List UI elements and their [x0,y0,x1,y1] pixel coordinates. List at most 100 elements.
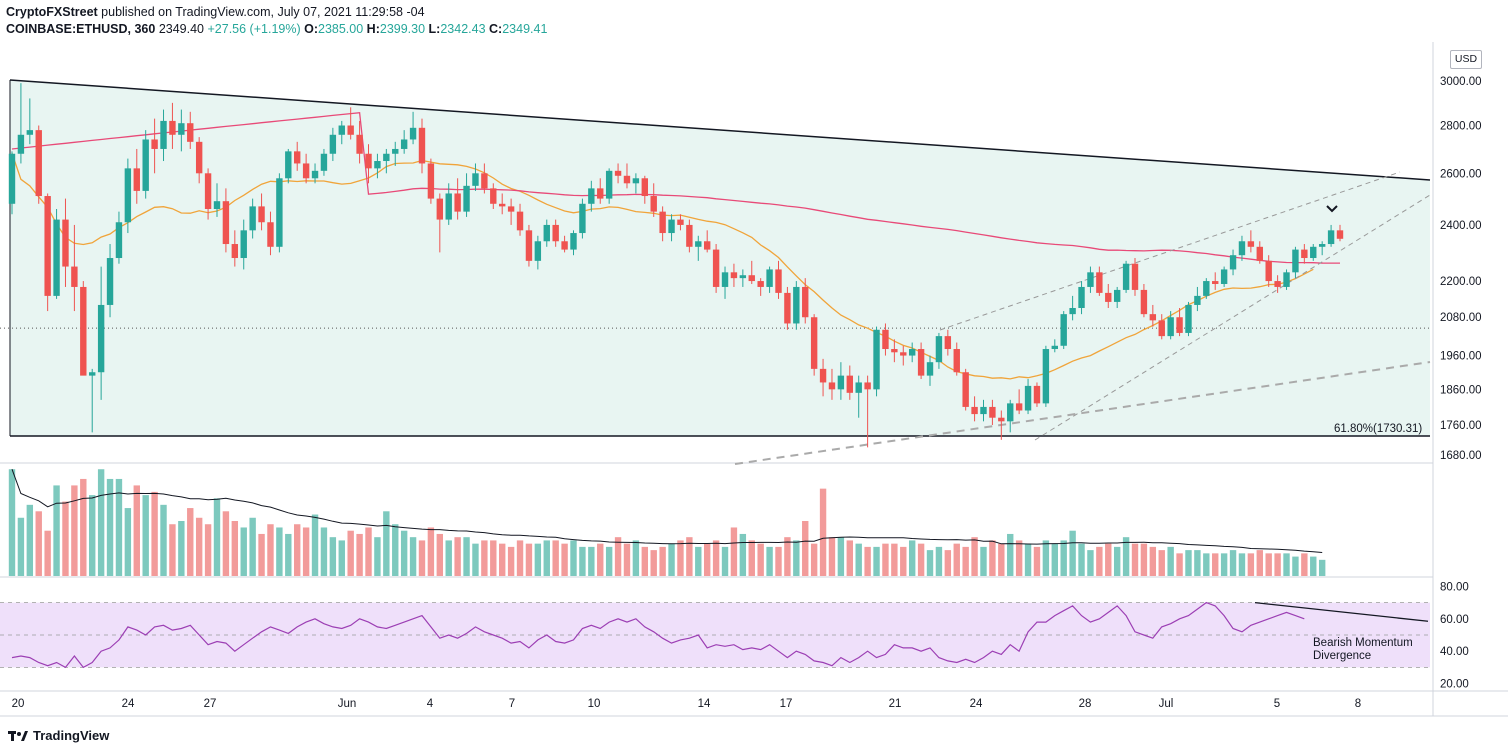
candle-body [409,127,417,140]
tradingview-logo-icon [8,730,28,741]
volume-bar [828,537,836,576]
volume-bar [187,508,194,576]
candle-body [516,211,524,231]
volume-bar [908,540,916,576]
low-value: 2342.43 [440,22,486,36]
rsi-tick-label: 40.00 [1440,646,1469,658]
price-tick-label: 1860.00 [1440,384,1482,396]
candle-body [891,349,898,353]
volume-bar [614,537,622,576]
time-tick-label: 27 [204,698,217,710]
volume-bar [35,511,42,576]
volume-bar [240,527,247,576]
candle-body [597,188,604,199]
candle-body [917,349,925,376]
candle-body [133,168,140,191]
volume-bar [97,469,105,576]
price-tick-label: 2200.00 [1440,276,1482,288]
volume-bar [1265,553,1272,576]
candle-body [819,368,827,383]
volume-bar [320,527,328,576]
candle-body [26,130,34,135]
volume-bar [89,495,96,576]
candle-body [454,193,461,212]
candle-body [766,269,773,287]
candle-body [703,241,711,250]
candle-body [695,241,702,247]
candle-body [810,317,818,369]
volume-bar [579,546,586,576]
candle-body [962,372,969,407]
volume-bar [445,540,452,576]
volume-bar [695,546,702,576]
time-tick-label: 7 [509,698,515,710]
channel-lower-dashed [1034,194,1431,441]
symbol-label[interactable]: COINBASE:ETHUSD, 360 [6,22,156,36]
candle-body [846,375,853,393]
close-label: C: [489,22,503,36]
candle-body [276,178,283,247]
volume-bar [1007,533,1014,576]
candle-body [499,203,506,207]
volume-bar [267,524,274,576]
time-tick-label: 28 [1079,698,1092,710]
candle-body [989,406,996,418]
volume-bar [1176,553,1183,576]
publisher-name[interactable]: CryptoFXStreet [6,5,98,19]
rsi-tick-label: 20.00 [1440,679,1469,691]
candle-body [400,139,408,149]
volume-bar [1105,543,1112,576]
volume-bar [1318,559,1326,576]
last-price: 2349.40 [158,22,205,36]
candle-body [17,134,25,154]
published-text: published on TradingView.com, July 07, 2… [101,5,425,19]
volume-bar [204,524,212,576]
volume-bar [231,521,239,576]
candle-body [507,206,515,212]
open-value: 2385.00 [318,22,364,36]
ohlc-line: COINBASE:ETHUSD, 360 2349.40 +27.56 (+1.… [6,21,547,38]
candle-body [302,163,310,179]
volume-bar [213,498,221,576]
chart-header: CryptoFXStreet published on TradingView.… [6,4,547,38]
candle-body [721,272,729,287]
volume-bar [721,546,729,576]
volume-bar [516,540,524,576]
low-label: L: [428,22,441,36]
volume-bar [588,546,595,576]
candle-body [1220,269,1228,284]
volume-bar [900,546,907,576]
candle-body [1336,230,1344,239]
volume-bar [1122,537,1130,576]
volume-bar [329,537,337,576]
candle-body [686,224,693,247]
candle-body [837,375,845,390]
candle-body [445,193,452,220]
candle-body [1167,317,1174,337]
footer-brand[interactable]: TradingView [8,728,109,743]
volume-bar [400,530,408,576]
high-value: 2399.30 [379,22,426,36]
volume-bar [1069,530,1076,576]
publisher-line: CryptoFXStreet published on TradingView.… [6,4,547,21]
volume-bar [917,543,925,576]
candle-body [873,329,880,390]
price-tick-label: 2080.00 [1440,312,1482,324]
open-label: O: [304,22,318,36]
volume-bar [383,511,390,576]
volume-bar [1238,553,1246,576]
candle-body [1140,289,1148,315]
candle-body [329,134,337,154]
volume-bar [766,546,773,576]
volume-bar [784,537,791,576]
candle-body [828,382,836,390]
volume-bar [1229,550,1237,576]
currency-toggle[interactable]: USD [1450,50,1482,69]
candle-body [285,151,292,179]
candle-body [1042,349,1050,404]
candle-body [222,201,230,245]
volume-bar [819,488,827,576]
candle-body [338,125,345,135]
volume-bar [222,511,230,576]
